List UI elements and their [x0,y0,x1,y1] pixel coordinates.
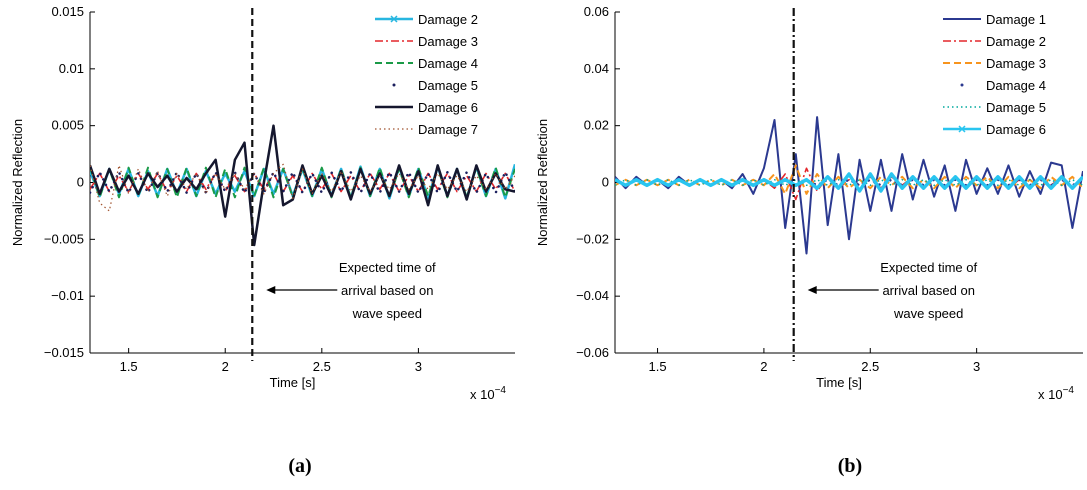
annotation: arrival based on [882,283,975,298]
annotation: Expected time of [880,260,977,275]
x-scale-label: x 10−4 [1038,385,1074,402]
series-group [90,124,515,247]
legend-label: Damage 7 [418,122,478,137]
x-scale-base: x 10 [470,387,495,402]
x-scale-label: x 10−4 [470,385,506,402]
y-axis-label: Normalized Reflection [535,119,550,246]
annotation: Expected time of [339,260,436,275]
annotation: arrival based on [341,283,434,298]
x-scale-exponent: −4 [495,385,507,396]
legend-dot [960,83,964,87]
legend-dot [392,83,396,87]
legend-label: Damage 1 [986,12,1046,27]
y-tick-label: −0.02 [576,231,609,246]
x-tick-label: 3 [973,359,980,374]
legend-label: Damage 3 [986,56,1046,71]
annotation: wave speed [352,306,422,321]
series-line [90,171,515,194]
legend-label: Damage 2 [986,34,1046,49]
legend-marker [390,15,398,23]
legend-label: Damage 3 [418,34,478,49]
series-line [90,163,515,212]
y-tick-label: −0.06 [576,345,609,360]
y-tick-label: 0.02 [584,118,609,133]
x-tick-label: 1.5 [120,359,138,374]
x-tick-label: 2.5 [313,359,331,374]
panel-label: (b) [838,455,862,477]
x-tick-label: 2.5 [861,359,879,374]
panel-label: (a) [288,455,311,477]
x-axis-label: Time [s] [816,375,862,390]
y-tick-label: 0 [602,175,609,190]
x-tick-label: 2 [760,359,767,374]
y-tick-label: −0.01 [51,288,84,303]
x-tick-label: 3 [415,359,422,374]
y-tick-label: 0.015 [51,4,84,19]
x-axis-label: Time [s] [270,375,316,390]
legend-label: Damage 4 [418,56,478,71]
legend-label: Damage 5 [986,100,1046,115]
x-scale-base: x 10 [1038,387,1063,402]
annotation: wave speed [893,306,963,321]
y-tick-label: −0.015 [44,345,84,360]
y-tick-label: 0 [77,175,84,190]
y-axis-label: Normalized Reflection [10,119,25,246]
legend-marker [958,125,966,133]
y-tick-label: −0.005 [44,231,84,246]
series-line [615,172,1083,193]
x-tick-label: 1.5 [649,359,667,374]
series-group [615,116,1083,255]
legend-label: Damage 6 [986,122,1046,137]
legend-label: Damage 6 [418,100,478,115]
annotation-arrowhead [807,286,817,294]
legend-label: Damage 2 [418,12,478,27]
y-tick-label: 0.01 [59,61,84,76]
legend-label: Damage 4 [986,78,1046,93]
y-tick-label: 0.06 [584,4,609,19]
y-tick-label: 0.04 [584,61,609,76]
y-tick-label: −0.04 [576,288,609,303]
x-scale-exponent: −4 [1063,385,1075,396]
legend-label: Damage 5 [418,78,478,93]
y-tick-label: 0.005 [51,118,84,133]
annotation-arrowhead [266,286,276,294]
series-line [90,124,515,247]
x-tick-label: 2 [222,359,229,374]
